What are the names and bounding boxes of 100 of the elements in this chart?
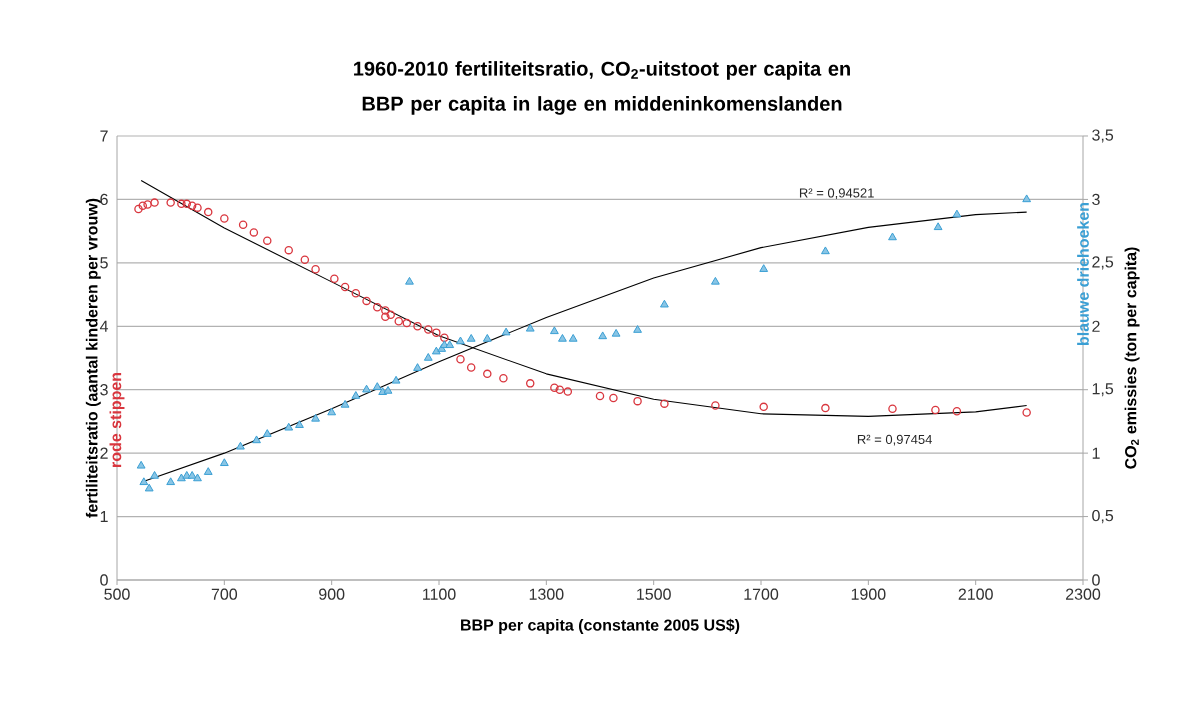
point <box>166 477 176 486</box>
y-tick-label: 3 <box>100 384 108 396</box>
point <box>203 467 213 475</box>
x-axis-title: BBP per capita (constante 2005 US$) <box>461 618 740 634</box>
point <box>550 383 559 393</box>
point <box>405 276 414 285</box>
point <box>252 435 261 444</box>
point <box>711 276 720 285</box>
y-tick-label: 7 <box>100 130 108 142</box>
y-tick-label: 5 <box>100 257 108 269</box>
point <box>431 346 441 355</box>
point <box>563 387 573 396</box>
point <box>888 232 897 241</box>
point <box>262 429 272 437</box>
point <box>549 326 559 335</box>
x-tick-label: 1300 <box>529 588 564 600</box>
point <box>931 405 940 415</box>
point <box>391 375 401 384</box>
point <box>362 384 371 393</box>
point <box>311 264 320 274</box>
y2-tick-label: 0 <box>1092 574 1100 586</box>
point <box>166 198 175 207</box>
point <box>311 413 320 422</box>
point <box>284 245 293 255</box>
point <box>413 322 422 331</box>
point <box>177 199 186 209</box>
point <box>888 404 897 413</box>
x-tick-label: 2100 <box>958 588 993 600</box>
x-tick-label: 900 <box>319 588 345 600</box>
x-tick-label: 500 <box>104 588 130 600</box>
point <box>568 333 578 342</box>
point <box>372 382 382 390</box>
point <box>482 333 492 342</box>
point <box>220 214 229 223</box>
point <box>525 323 535 332</box>
point <box>351 289 361 298</box>
chart-title: 1960-2010 fertiliteitsratio, CO$_{2}$-uitstoot per capita en BBP per capita in lage en middeninkomenslanden <box>354 61 850 115</box>
point <box>660 399 669 408</box>
point <box>499 374 508 383</box>
point <box>143 200 152 209</box>
point <box>340 282 350 292</box>
x-tick-label: 700 <box>211 588 238 600</box>
x-tick-label: 2300 <box>1066 588 1101 600</box>
point <box>386 310 395 320</box>
point <box>134 204 143 214</box>
point <box>445 340 455 349</box>
point <box>182 199 192 209</box>
text: blauwe driehoeken <box>1077 202 1089 345</box>
y-axis-title: fertiliteitsratio (aantal kinderen per vrouw) <box>85 198 101 518</box>
point <box>394 316 404 326</box>
y2-tick-label: 1,5 <box>1092 383 1114 397</box>
point <box>595 391 605 401</box>
point <box>933 222 943 231</box>
point <box>193 203 202 212</box>
y2-tick-label: 3,5 <box>1092 129 1114 143</box>
point <box>300 255 310 264</box>
y-tick-label: 4 <box>99 320 109 332</box>
point <box>609 393 618 403</box>
point <box>203 207 213 217</box>
point <box>381 312 390 322</box>
point <box>187 201 197 211</box>
point <box>139 477 149 486</box>
point <box>598 331 608 340</box>
point <box>424 325 433 334</box>
y2-tick-label: 1 <box>1092 447 1100 459</box>
point <box>150 470 159 479</box>
y2-axis-title: CO$_{2}$ emissies (ton per capita) <box>1124 247 1140 469</box>
y-tick-label: 6 <box>100 193 108 206</box>
point <box>660 299 669 308</box>
x-tick-label: 1500 <box>637 588 671 600</box>
point <box>440 333 449 342</box>
point <box>759 264 769 272</box>
point <box>759 402 768 412</box>
point <box>466 333 476 342</box>
y2-tick-label: 2,5 <box>1092 256 1114 270</box>
y-tick-label: 2 <box>100 447 108 459</box>
point <box>263 236 272 245</box>
point <box>236 441 245 450</box>
point <box>327 407 337 416</box>
point <box>238 220 248 230</box>
point <box>136 460 146 469</box>
point <box>219 458 229 467</box>
point <box>1022 194 1032 203</box>
point <box>611 328 621 337</box>
point <box>402 318 412 328</box>
point <box>432 328 441 337</box>
point <box>423 353 433 361</box>
annotation: R² = 0,97454 <box>857 434 932 446</box>
point <box>952 407 962 416</box>
point <box>413 363 422 371</box>
x-tick-label: 1900 <box>851 588 886 600</box>
point <box>138 201 148 211</box>
point <box>555 385 565 394</box>
point <box>340 399 350 408</box>
point <box>249 228 259 237</box>
point <box>383 385 393 394</box>
y2-tick-label: 3 <box>1092 193 1100 206</box>
point <box>381 306 390 315</box>
point <box>330 274 339 283</box>
y-tick-label: 0 <box>100 574 108 586</box>
